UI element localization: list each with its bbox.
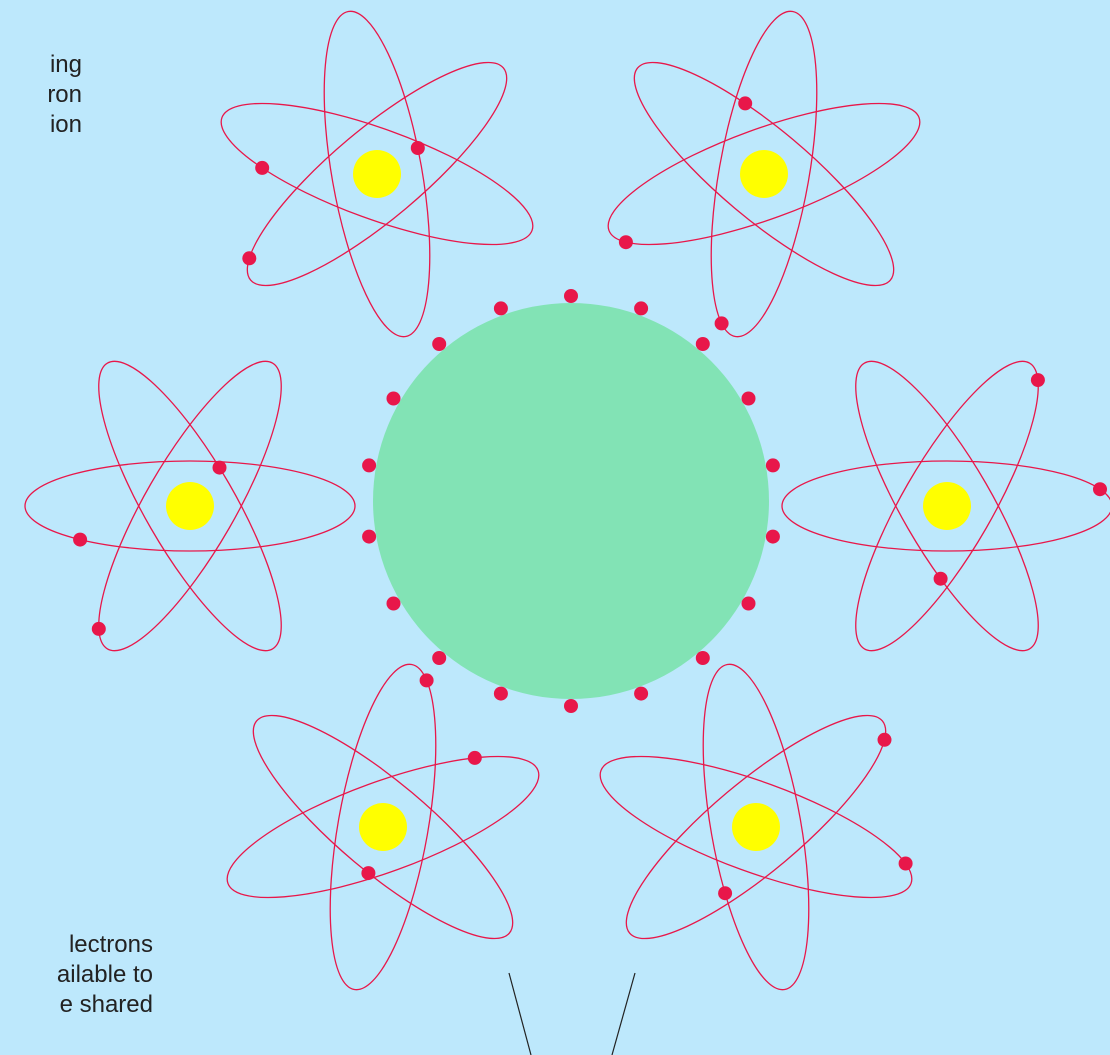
pointer-line-right: [611, 972, 636, 1055]
orbit-ring: [246, 61, 508, 287]
pointer-line-left: [508, 972, 532, 1055]
electron: [91, 621, 106, 636]
orbit-ring: [625, 714, 887, 940]
orbit-ring: [329, 663, 437, 991]
shared-electron: [634, 301, 649, 316]
electron: [877, 732, 892, 747]
nucleus: [740, 150, 788, 198]
atom: [220, 10, 534, 338]
caption-top-line-2: ron: [47, 81, 82, 108]
shared-electron: [695, 651, 710, 665]
caption-top-line-1: ing: [49, 51, 82, 78]
orbit-ring: [98, 360, 282, 652]
nucleus: [923, 482, 971, 530]
atom: [24, 360, 356, 652]
caption-bottom-line-1: lectrons: [68, 931, 153, 958]
orbit-ring: [226, 755, 540, 899]
shared-electron: [386, 391, 401, 406]
shared-electron: [362, 458, 377, 473]
shared-electron: [564, 289, 578, 303]
orbit-ring: [220, 102, 534, 246]
shared-electron: [493, 686, 508, 701]
shared-electron: [362, 529, 377, 544]
shared-electron: [765, 529, 780, 544]
shared-electron: [765, 458, 780, 473]
orbit-ring: [702, 663, 810, 991]
caption-top: ing ron ion: [0, 50, 82, 140]
shared-electron: [386, 596, 401, 611]
orbit-ring: [855, 360, 1039, 652]
atom: [781, 360, 1110, 652]
shared-electron: [564, 699, 578, 713]
atom: [599, 663, 913, 991]
shared-electron-cloud: [373, 303, 769, 699]
shared-electron: [695, 337, 710, 351]
electron: [242, 251, 257, 266]
electron: [212, 460, 227, 475]
shared-electron: [493, 301, 508, 316]
electron: [255, 160, 270, 175]
orbit-ring: [633, 61, 895, 287]
atom: [607, 10, 921, 338]
electron: [714, 316, 729, 331]
orbit-ring: [855, 360, 1039, 652]
orbit-ring: [98, 360, 282, 652]
shared-electron: [432, 337, 447, 351]
electron: [419, 673, 434, 688]
orbit-ring: [781, 460, 1110, 552]
orbit-ring: [323, 10, 431, 338]
caption-top-line-3: ion: [49, 111, 82, 138]
electron: [73, 532, 88, 547]
electron: [361, 866, 376, 881]
electron: [1030, 373, 1045, 388]
electron: [738, 96, 753, 111]
electron: [933, 571, 948, 586]
nucleus: [166, 482, 214, 530]
electron: [467, 750, 482, 765]
caption-bottom: lectrons ailable to e shared: [0, 930, 153, 1020]
orbit-ring: [24, 460, 356, 552]
nucleus: [353, 150, 401, 198]
atom: [226, 663, 540, 991]
electron: [410, 141, 425, 155]
shared-electron: [741, 596, 756, 611]
electron: [618, 235, 633, 250]
orbit-ring: [599, 755, 913, 899]
shared-electron: [634, 686, 649, 701]
electron: [718, 886, 733, 901]
orbit-ring: [607, 102, 921, 246]
nucleus: [732, 803, 780, 851]
electron: [898, 856, 913, 871]
orbit-ring: [710, 10, 818, 338]
caption-bottom-line-3: e shared: [59, 991, 153, 1018]
orbit-ring: [252, 714, 514, 940]
caption-bottom-line-2: ailable to: [56, 961, 153, 988]
electron: [1093, 482, 1107, 497]
shared-electron: [432, 651, 447, 665]
shared-electron: [741, 391, 756, 406]
nucleus: [359, 803, 407, 851]
